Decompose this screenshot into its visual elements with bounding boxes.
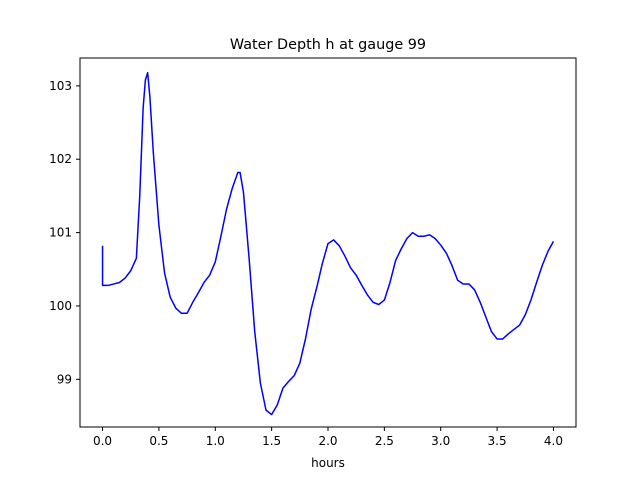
x-axis-label: hours [311, 456, 345, 470]
y-tick-label: 103 [49, 79, 72, 93]
y-tick-label: 101 [49, 226, 72, 240]
y-tick-label: 99 [57, 372, 72, 386]
x-tick-label: 3.0 [431, 434, 450, 448]
x-tick-label: 4.0 [544, 434, 563, 448]
x-tick-label: 0.5 [149, 434, 168, 448]
x-tick-label: 2.0 [318, 434, 337, 448]
y-tick-label: 100 [49, 299, 72, 313]
x-tick-label: 0.0 [93, 434, 112, 448]
x-tick-label: 3.5 [488, 434, 507, 448]
chart-title: Water Depth h at gauge 99 [230, 37, 426, 53]
x-tick-label: 1.5 [262, 434, 281, 448]
series-line-0 [101, 71, 555, 416]
x-tick-label: 2.5 [375, 434, 394, 448]
plot-area: 0.0 0.5 1.0 1.5 2.0 2.5 3.0 3.5 4.0 99 100 101 102 10… [49, 57, 577, 448]
y-tick-label: 102 [49, 152, 72, 166]
x-tick-label: 1.0 [206, 434, 225, 448]
